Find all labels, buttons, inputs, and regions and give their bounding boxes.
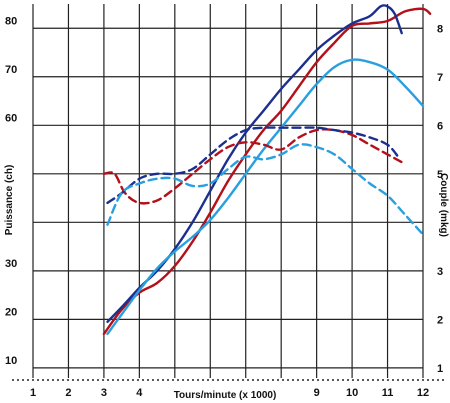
x-tick-label: 2	[65, 387, 71, 399]
x-axis-ticks: 1 2 3 4 9 10 11 12	[30, 387, 429, 399]
right-tick-label: 5	[437, 169, 443, 181]
puissance-curve-navy	[106, 4, 403, 323]
puissance-curve-red	[102, 7, 432, 336]
left-tick-label: 60	[5, 112, 17, 124]
right-tick-label: 2	[437, 314, 443, 326]
left-axis-ticks: 10 20 30 60 70 80	[5, 15, 17, 367]
right-tick-label: 7	[437, 72, 443, 84]
right-tick-label: 3	[437, 266, 443, 278]
x-tick-label: 3	[101, 387, 107, 399]
right-tick-label: 1	[437, 363, 443, 375]
left-tick-label: 70	[5, 64, 17, 76]
x-tick-label: 10	[346, 387, 358, 399]
couple-curve-red	[102, 128, 407, 205]
couple-curve-navy	[106, 126, 400, 205]
left-tick-label: 10	[5, 355, 17, 367]
x-axis-title: Tours/minute (x 1000)	[174, 390, 277, 401]
left-tick-label: 20	[5, 306, 17, 318]
right-tick-label: 6	[437, 120, 443, 132]
x-tick-label: 11	[382, 387, 394, 399]
x-tick-label: 9	[314, 387, 320, 399]
puissance-curve-light-blue	[106, 58, 425, 336]
chart-series	[102, 4, 432, 336]
left-axis-title: Puissance (ch)	[4, 165, 15, 236]
x-tick-label: 12	[417, 387, 429, 399]
x-tick-label: 1	[30, 387, 36, 399]
right-axis-title: Couple (mkg)	[438, 173, 449, 237]
chart-grid	[12, 4, 445, 381]
right-tick-label: 8	[437, 23, 443, 35]
left-tick-label: 80	[5, 15, 17, 27]
left-tick-label: 30	[5, 258, 17, 270]
couple-curve-light-blue	[106, 143, 425, 236]
right-axis-ticks: 1 2 3 5 6 7 8	[437, 23, 443, 375]
x-tick-label: 4	[136, 387, 143, 399]
